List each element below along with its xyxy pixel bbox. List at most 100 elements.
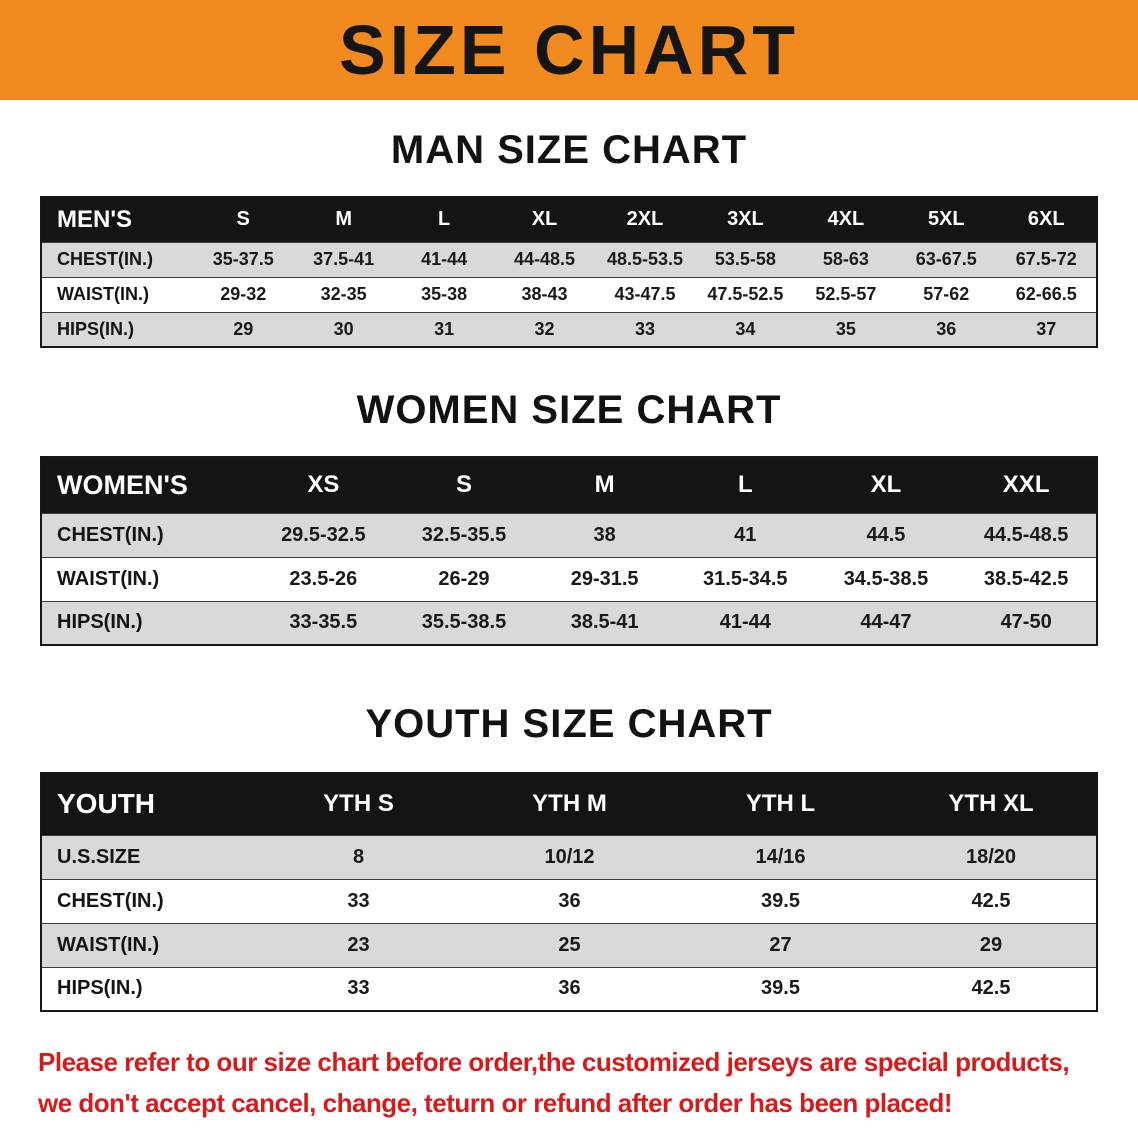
sections-container: MAN SIZE CHART MEN'S S M L XL 2XL 3XL 4XL 5XL 6XL C… [0, 126, 1138, 1012]
size-value-cell: 47.5-52.5 [707, 284, 784, 304]
row-label: U.S.SIZE [57, 845, 141, 868]
size-value-cell: 32.5-35.5 [421, 523, 507, 546]
row-label: CHEST(IN.) [57, 889, 164, 912]
size-value-cell: 38 [593, 523, 616, 546]
size-column-header: L [737, 471, 753, 499]
size-value-cell: 38.5-42.5 [983, 567, 1069, 590]
size-column-header: M [594, 471, 615, 499]
table-row: HIPS(IN.) 33-35.5 35.5-38.5 38.5-41 41-44 44-… [41, 601, 1097, 645]
size-column-header: M [335, 208, 352, 231]
row-label: CHEST(IN.) [57, 249, 153, 269]
table-row: U.S.SIZE 8 10/12 14/16 18/20 [41, 835, 1097, 879]
table-row: WAIST(IN.) 23.5-26 26-29 29-31.5 31.5-34.5 34… [41, 557, 1097, 601]
size-column-header: 2XL [626, 208, 664, 231]
section-mens: MAN SIZE CHART MEN'S S M L XL 2XL 3XL 4XL 5XL 6XL C… [0, 126, 1138, 348]
size-value-cell: 32-35 [320, 284, 367, 304]
size-value-cell: 43-47.5 [614, 284, 676, 304]
youth-table: YOUTH YTH S YTH M YTH L YTH XL U.S.SIZE 8 10/12… [40, 772, 1098, 1012]
size-value-cell: 48.5-53.5 [606, 249, 683, 269]
size-value-cell: 42.5 [971, 889, 1011, 912]
row-label: CHEST(IN.) [57, 523, 164, 546]
size-column-header: YTH S [323, 790, 394, 818]
size-value-cell: 8 [352, 845, 365, 868]
womens-table-title: WOMEN'S [57, 469, 188, 500]
size-value-cell: 33 [347, 977, 370, 1000]
size-value-cell: 32 [534, 318, 555, 339]
table-row: CHEST(IN.) 33 36 39.5 42.5 [41, 879, 1097, 923]
size-value-cell: 35.5-38.5 [421, 611, 507, 634]
row-label: HIPS(IN.) [57, 611, 143, 634]
womens-table: WOMEN'S XS S M L XL XXL CHEST(IN.) 29.5-32.5 32.5… [40, 456, 1098, 646]
size-value-cell: 62-66.5 [1015, 284, 1077, 304]
row-label: WAIST(IN.) [57, 567, 160, 590]
table-row: HIPS(IN.) 33 36 39.5 42.5 [41, 967, 1097, 1011]
size-column-header: XS [307, 471, 340, 499]
size-value-cell: 44-48.5 [514, 249, 576, 269]
size-value-cell: 18/20 [965, 845, 1017, 868]
size-value-cell: 39.5 [761, 977, 800, 1000]
size-value-cell: 29 [233, 318, 254, 339]
size-value-cell: 36 [558, 889, 581, 912]
row-label: WAIST(IN.) [57, 933, 160, 956]
size-column-header: S [236, 208, 250, 231]
size-column-header: YTH M [532, 790, 607, 818]
size-value-cell: 44-47 [860, 611, 912, 634]
table-row: CHEST(IN.) 29.5-32.5 32.5-35.5 38 41 44.5 44.5… [41, 513, 1097, 557]
size-column-header: YTH XL [948, 790, 1034, 818]
mens-heading: MAN SIZE CHART [390, 128, 748, 172]
youth-table-title: YOUTH [57, 788, 155, 820]
size-value-cell: 34 [735, 318, 756, 339]
size-value-cell: 41-44 [421, 249, 468, 269]
size-value-cell: 30 [333, 318, 354, 339]
size-value-cell: 23.5-26 [289, 567, 358, 590]
row-label: WAIST(IN.) [57, 284, 149, 304]
header-row: YOUTH YTH S YTH M YTH L YTH XL [41, 773, 1097, 835]
size-value-cell: 57-62 [923, 284, 970, 304]
size-value-cell: 35 [835, 318, 856, 339]
size-value-cell: 34.5-38.5 [843, 567, 929, 590]
size-value-cell: 47-50 [1000, 611, 1052, 634]
disclaimer: Please refer to our size chart before or… [38, 1042, 1120, 1124]
size-value-cell: 44.5 [866, 523, 906, 546]
size-value-cell: 33 [347, 889, 370, 912]
size-value-cell: 10/12 [544, 845, 595, 868]
size-value-cell: 33-35.5 [289, 611, 358, 634]
disclaimer-line-2: we don't accept cancel, change, teturn o… [38, 1088, 953, 1118]
size-value-cell: 63-67.5 [915, 249, 977, 269]
size-value-cell: 36 [936, 318, 957, 339]
size-chart-banner: SIZE CHART [0, 0, 1138, 100]
size-value-cell: 33 [634, 318, 655, 339]
size-value-cell: 29 [979, 933, 1003, 956]
mens-table-title: MEN'S [57, 205, 133, 233]
size-value-cell: 38.5-41 [570, 611, 639, 634]
row-label: HIPS(IN.) [57, 318, 135, 339]
size-value-cell: 52.5-57 [815, 284, 877, 304]
size-value-cell: 29.5-32.5 [281, 523, 366, 546]
size-value-cell: 38-43 [521, 284, 568, 304]
size-value-cell: 67.5-72 [1015, 249, 1077, 269]
size-value-cell: 39.5 [761, 889, 800, 912]
size-value-cell: 58-63 [822, 249, 869, 269]
table-row: WAIST(IN.) 29-32 32-35 35-38 38-43 43-47.5 47.… [41, 277, 1097, 312]
womens-heading: WOMEN SIZE CHART [356, 388, 782, 432]
size-value-cell: 14/16 [755, 845, 806, 868]
size-value-cell: 41-44 [719, 611, 771, 634]
header-row: WOMEN'S XS S M L XL XXL [41, 457, 1097, 513]
mens-table: MEN'S S M L XL 2XL 3XL 4XL 5XL 6XL CHEST(IN.) 35-37… [40, 196, 1098, 348]
disclaimer-line-1: Please refer to our size chart before or… [38, 1047, 1070, 1077]
size-column-header: 3XL [727, 208, 764, 231]
size-column-header: YTH L [745, 790, 816, 818]
section-womens: WOMEN SIZE CHART WOMEN'S XS S M L XL XXL CHEST(I… [0, 386, 1138, 646]
size-value-cell: 35-37.5 [212, 249, 274, 269]
banner-title: SIZE CHART [339, 11, 799, 89]
table-row: HIPS(IN.) 29 30 31 32 33 34 35 36 37 [41, 312, 1097, 347]
section-youth: YOUTH SIZE CHART YOUTH YTH S YTH M YTH L YTH … [0, 700, 1138, 1012]
header-row: MEN'S S M L XL 2XL 3XL 4XL 5XL 6XL [41, 197, 1097, 242]
size-column-header: L [437, 208, 451, 231]
size-value-cell: 31 [434, 318, 455, 339]
table-row: CHEST(IN.) 35-37.5 37.5-41 41-44 44-48.5 48.5… [41, 242, 1097, 277]
size-value-cell: 25 [558, 933, 581, 956]
size-value-cell: 31.5-34.5 [703, 567, 788, 590]
size-column-header: S [455, 471, 472, 499]
